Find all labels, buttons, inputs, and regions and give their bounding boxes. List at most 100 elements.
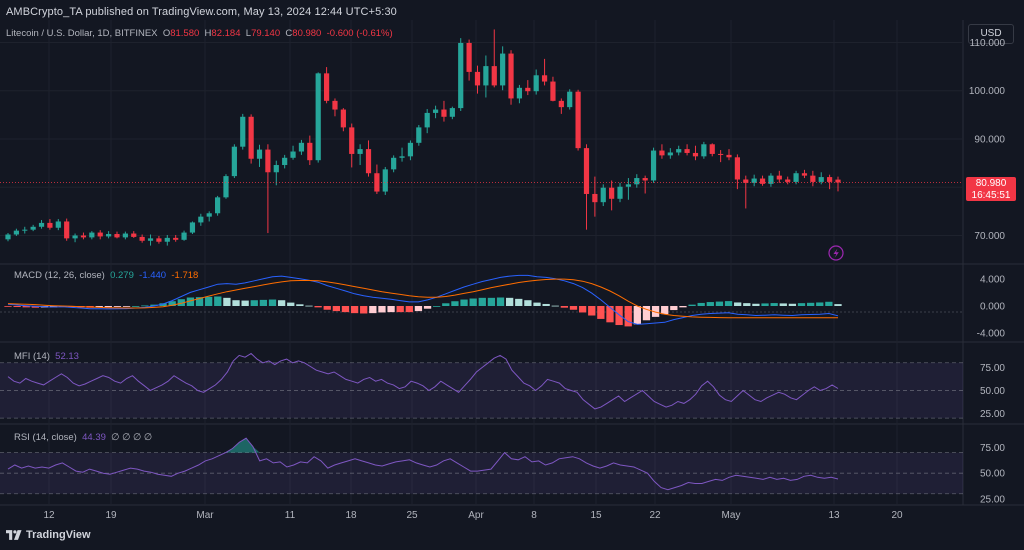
candle-body	[474, 71, 481, 86]
time-tick-label: 15	[590, 510, 602, 521]
macd-histogram-bar	[268, 299, 277, 306]
macd-histogram-bar	[524, 300, 532, 306]
candle-body	[659, 150, 665, 156]
candle-body	[391, 157, 397, 170]
candle-body	[583, 148, 590, 194]
candle-body	[533, 75, 539, 92]
candle-body	[525, 87, 531, 92]
publisher-line: AMBCrypto_TA published on TradingView.co…	[6, 6, 397, 18]
candle-body	[122, 233, 128, 238]
candle-body	[617, 186, 623, 199]
lightning-icon[interactable]	[828, 245, 844, 261]
candle-body	[173, 237, 179, 240]
rsi-value: 44.39	[82, 432, 106, 443]
candle-body	[407, 142, 414, 157]
candle-body	[106, 234, 112, 237]
price-legend: Litecoin / U.S. Dollar, 1D, BITFINEX O81…	[6, 28, 393, 39]
candle-body	[290, 151, 296, 158]
macd-histogram-bar	[378, 306, 386, 313]
macd-histogram-bar	[588, 306, 596, 316]
mfi-title[interactable]: MFI (14)	[14, 351, 50, 362]
macd-histogram-bar	[597, 306, 605, 319]
time-tick-label: Apr	[468, 510, 484, 521]
candle-body	[625, 184, 632, 187]
macd-axis: 4.000 0.000 -4.000	[977, 274, 1006, 339]
macd-histogram-bar	[615, 306, 623, 326]
macd-histogram-bar	[168, 301, 176, 306]
macd-histogram-bar	[761, 303, 769, 306]
macd-histogram-bar	[551, 305, 559, 307]
macd-histogram-bar	[232, 300, 240, 306]
price-pane[interactable]	[0, 20, 963, 263]
candle-body	[827, 177, 833, 182]
macd-histogram-bar	[287, 302, 295, 306]
candle-body	[483, 66, 489, 86]
macd-histogram-bar	[797, 303, 806, 306]
macd-histogram-bar	[296, 304, 304, 306]
high-value: 82.184	[211, 28, 241, 39]
rsi-axis: 75.00 50.00 25.00	[980, 443, 1005, 505]
candle-body	[650, 150, 657, 181]
high-label: H	[204, 28, 212, 39]
time-tick-label: 19	[105, 510, 117, 521]
candle-body	[89, 232, 95, 238]
macd-histogram-bar	[150, 304, 158, 306]
macd-histogram-bar	[806, 302, 815, 306]
candle-body	[382, 169, 388, 192]
macd-histogram-bar	[642, 306, 651, 321]
candle-body	[516, 87, 523, 99]
symbol-label[interactable]: Litecoin / U.S. Dollar, 1D, BITFINEX	[6, 28, 158, 39]
time-tick-label: 11	[285, 510, 296, 521]
macd-histogram-bar	[186, 297, 195, 306]
candle-body	[22, 229, 28, 231]
macd-histogram-bar	[515, 298, 523, 306]
rsi-overbought-fill	[225, 438, 260, 453]
macd-histogram-bar	[250, 300, 258, 306]
time-tick-label: 25	[406, 510, 418, 521]
macd-histogram-bar	[578, 306, 587, 313]
macd-histogram-bar	[478, 297, 486, 306]
mfi-line	[7, 352, 839, 410]
macd-histogram-bar	[259, 299, 268, 306]
candle-body	[449, 108, 455, 117]
macd-title[interactable]: MACD (12, 26, close)	[14, 270, 105, 281]
close-label: C	[285, 28, 293, 39]
candles	[0, 29, 963, 246]
rsi-tick-label: 50.00	[980, 469, 1005, 480]
macd-line	[7, 274, 839, 325]
candle-body	[189, 222, 196, 233]
price-gridlines	[0, 41, 963, 236]
rsi-title[interactable]: RSI (14, close)	[14, 432, 77, 443]
macd-histogram-bar	[788, 303, 797, 306]
tradingview-logo[interactable]: TradingView	[6, 529, 91, 541]
macd-histogram-bar	[560, 306, 569, 308]
macd-histogram-bar	[396, 306, 404, 313]
macd-histogram-bar	[633, 306, 641, 325]
rsi-line	[7, 437, 839, 491]
macd-histogram-bar	[350, 306, 359, 314]
candle-body	[634, 178, 640, 185]
candle-body	[47, 222, 53, 228]
macd-histogram-bar	[223, 297, 231, 306]
candle-body	[676, 149, 682, 153]
macd-histogram-bar	[4, 306, 12, 307]
currency-button[interactable]: USD	[968, 24, 1014, 44]
candle-body	[558, 100, 564, 108]
candle-body	[164, 237, 170, 242]
candle-body	[592, 193, 598, 203]
macd-histogram-bar	[816, 302, 824, 306]
time-tick-label: 12	[43, 510, 55, 521]
time-axis: 12 19 Mar 11 18 25 Apr 8 15 22 May 13 20	[43, 510, 903, 521]
macd-histogram-bar	[834, 304, 842, 306]
candle-body	[491, 66, 497, 86]
candle-body	[214, 197, 221, 214]
rsi-band	[0, 452, 963, 494]
candle-body	[416, 127, 422, 143]
time-tick-label: 13	[828, 510, 840, 521]
tradingview-brand: TradingView	[26, 529, 91, 541]
close-value: 80.980	[292, 28, 322, 39]
macd-tick-label: 0.000	[980, 302, 1005, 313]
macd-histogram-bar	[715, 301, 724, 306]
candle-body	[307, 142, 313, 161]
